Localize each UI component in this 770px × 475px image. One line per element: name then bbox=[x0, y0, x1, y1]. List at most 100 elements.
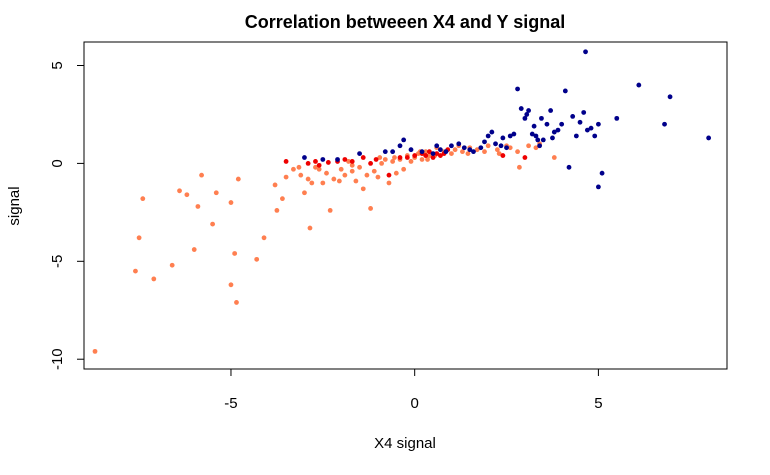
point-navy bbox=[555, 127, 561, 133]
point-coral bbox=[375, 174, 381, 180]
point-coral bbox=[199, 172, 204, 178]
point-navy bbox=[550, 135, 555, 141]
point-navy bbox=[636, 82, 642, 88]
x-tick-label: -5 bbox=[224, 395, 237, 412]
point-coral bbox=[465, 151, 471, 157]
point-navy bbox=[498, 143, 504, 149]
point-navy bbox=[531, 123, 537, 129]
point-navy bbox=[570, 114, 576, 119]
point-navy bbox=[518, 106, 524, 111]
point-red bbox=[283, 159, 289, 164]
point-coral bbox=[320, 180, 326, 186]
point-coral bbox=[526, 143, 531, 149]
point-navy bbox=[489, 129, 495, 135]
point-coral bbox=[390, 159, 396, 164]
point-coral bbox=[307, 225, 313, 231]
point-navy bbox=[577, 119, 583, 125]
point-coral bbox=[309, 180, 315, 186]
point-red bbox=[386, 172, 392, 178]
point-coral bbox=[228, 200, 234, 205]
point-coral bbox=[393, 170, 399, 176]
point-navy bbox=[511, 131, 517, 137]
point-coral bbox=[533, 145, 539, 151]
point-coral bbox=[353, 178, 359, 184]
x-tick-label: 0 bbox=[411, 395, 419, 412]
point-coral bbox=[92, 348, 98, 354]
point-navy bbox=[515, 86, 520, 92]
point-coral bbox=[296, 164, 302, 170]
point-coral bbox=[336, 178, 342, 184]
point-red bbox=[316, 162, 322, 168]
point-coral bbox=[261, 235, 267, 241]
point-coral bbox=[496, 151, 502, 157]
point-coral bbox=[357, 164, 362, 170]
point-navy bbox=[357, 151, 362, 157]
point-navy bbox=[588, 125, 594, 131]
point-navy bbox=[544, 121, 550, 127]
point-navy bbox=[539, 115, 544, 121]
point-coral bbox=[338, 166, 344, 172]
point-navy bbox=[504, 145, 509, 151]
point-navy bbox=[443, 149, 449, 155]
point-navy bbox=[397, 143, 403, 149]
point-navy bbox=[522, 115, 528, 121]
point-coral bbox=[234, 300, 239, 305]
data-points bbox=[92, 49, 712, 354]
point-coral bbox=[349, 168, 355, 174]
point-coral bbox=[482, 149, 487, 155]
point-navy bbox=[667, 94, 673, 100]
point-navy bbox=[419, 149, 425, 155]
point-navy bbox=[526, 108, 531, 113]
point-navy bbox=[485, 133, 491, 139]
point-red bbox=[423, 153, 429, 158]
point-coral bbox=[254, 256, 260, 262]
y-tick-label: 5 bbox=[49, 61, 66, 69]
point-coral bbox=[235, 176, 241, 182]
point-navy bbox=[614, 115, 620, 121]
point-navy bbox=[559, 121, 565, 127]
point-navy bbox=[456, 141, 462, 147]
point-red bbox=[438, 153, 443, 158]
point-navy bbox=[537, 143, 543, 149]
point-red bbox=[368, 161, 373, 166]
plot-frame bbox=[83, 41, 728, 370]
point-coral bbox=[382, 157, 388, 162]
point-navy bbox=[551, 129, 557, 135]
point-coral bbox=[349, 162, 355, 168]
point-coral bbox=[426, 153, 432, 158]
point-navy bbox=[596, 121, 601, 127]
point-coral bbox=[423, 149, 429, 155]
point-coral bbox=[313, 164, 318, 170]
point-navy bbox=[430, 151, 436, 157]
point-navy bbox=[449, 143, 454, 149]
point-coral bbox=[280, 196, 285, 202]
point-coral bbox=[515, 149, 520, 155]
y-tick-label: -10 bbox=[49, 348, 66, 370]
point-red bbox=[434, 151, 440, 157]
point-coral bbox=[425, 157, 430, 162]
point-coral bbox=[517, 164, 522, 170]
point-coral bbox=[228, 282, 234, 288]
point-navy bbox=[573, 133, 579, 139]
point-coral bbox=[195, 204, 201, 209]
point-navy bbox=[581, 110, 587, 115]
point-coral bbox=[283, 174, 289, 180]
point-coral bbox=[368, 206, 373, 211]
point-coral bbox=[452, 147, 458, 153]
point-coral bbox=[298, 172, 304, 178]
point-coral bbox=[494, 147, 500, 153]
point-coral bbox=[401, 166, 407, 172]
y-tick-label: -5 bbox=[49, 255, 66, 268]
point-coral bbox=[485, 143, 491, 149]
point-navy bbox=[662, 121, 667, 127]
x-tick-label: 5 bbox=[594, 395, 602, 412]
point-red bbox=[360, 155, 366, 160]
point-navy bbox=[390, 149, 396, 155]
point-navy bbox=[584, 127, 590, 133]
point-navy bbox=[596, 184, 601, 190]
x-axis-label: X4 signal bbox=[374, 435, 436, 452]
point-navy bbox=[566, 164, 572, 170]
point-red bbox=[325, 160, 331, 165]
point-navy bbox=[493, 141, 498, 147]
